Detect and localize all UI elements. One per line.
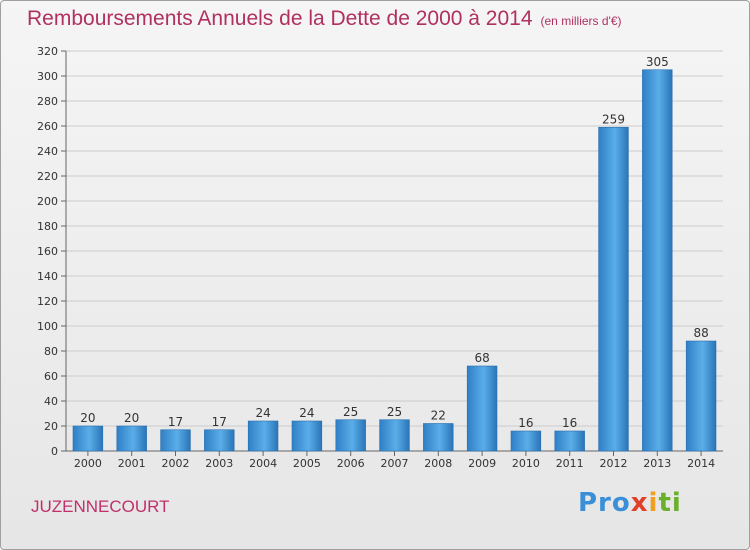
- y-tick-label: 120: [37, 295, 58, 308]
- y-tick-label: 220: [37, 170, 58, 183]
- x-tick-label: 2007: [381, 457, 409, 470]
- bar-2010: [510, 430, 542, 452]
- axes: 0204060801001201401601802002202402602803…: [37, 45, 723, 470]
- y-tick-label: 40: [44, 395, 58, 408]
- y-tick-label: 200: [37, 195, 58, 208]
- x-tick-label: 2012: [600, 457, 628, 470]
- data-label-2001: 20: [124, 411, 139, 425]
- chart-subtitle: (en milliers d'€): [540, 14, 622, 28]
- logo-part-2: x: [630, 488, 649, 518]
- bars: [72, 69, 717, 452]
- x-tick-label: 2005: [293, 457, 321, 470]
- x-tick-label: 2002: [162, 457, 190, 470]
- proxiti-logo[interactable]: Proxiti: [578, 488, 682, 518]
- bar-2007: [379, 419, 410, 452]
- x-tick-label: 2010: [512, 457, 540, 470]
- logo-part-4: ti: [658, 488, 682, 518]
- x-tick-label: 2006: [337, 457, 365, 470]
- y-tick-label: 60: [44, 370, 58, 383]
- data-label-2002: 17: [168, 415, 183, 429]
- y-tick-label: 240: [37, 145, 58, 158]
- bar-2005: [291, 420, 323, 452]
- chart-title-text: Remboursements Annuels de la Dette de 20…: [27, 7, 533, 30]
- y-tick-label: 0: [51, 445, 58, 458]
- data-label-2013: 305: [646, 55, 669, 69]
- town-name: JUZENNECOURT: [31, 497, 170, 516]
- bar-2001: [116, 425, 147, 452]
- y-tick-label: 140: [37, 270, 58, 283]
- x-tick-label: 2003: [205, 457, 233, 470]
- data-label-2004: 24: [255, 406, 270, 420]
- y-tick-label: 180: [37, 220, 58, 233]
- y-tick-label: 100: [37, 320, 58, 333]
- bar-2011: [554, 430, 585, 452]
- x-tick-label: 2014: [687, 457, 715, 470]
- logo-part-3: i: [648, 488, 659, 518]
- bar-2012: [598, 126, 629, 452]
- bar-2003: [204, 429, 235, 452]
- bar-2009: [466, 365, 498, 452]
- logo-part-1: Pro: [578, 488, 631, 518]
- x-tick-label: 2011: [556, 457, 584, 470]
- data-label-2000: 20: [80, 411, 95, 425]
- data-label-2007: 25: [387, 405, 402, 419]
- bar-2006: [335, 419, 366, 452]
- y-tick-label: 20: [44, 420, 58, 433]
- data-label-2010: 16: [518, 416, 533, 430]
- bar-2002: [160, 429, 191, 452]
- y-tick-label: 280: [37, 95, 58, 108]
- bar-2000: [72, 425, 104, 452]
- y-tick-label: 300: [37, 70, 58, 83]
- data-label-2006: 25: [343, 405, 358, 419]
- data-label-2014: 88: [693, 326, 708, 340]
- x-tick-label: 2013: [643, 457, 671, 470]
- y-tick-label: 80: [44, 345, 58, 358]
- x-tick-label: 2009: [468, 457, 496, 470]
- y-tick-label: 320: [37, 45, 58, 58]
- x-tick-label: 2004: [249, 457, 277, 470]
- data-label-2009: 68: [474, 351, 489, 365]
- data-label-2012: 259: [602, 112, 625, 126]
- bar-2014: [685, 340, 717, 452]
- data-labels: 20 20 17 17 24 24 25 25 22 68 16 16 259 305 88: [80, 55, 708, 430]
- data-label-2005: 24: [299, 406, 314, 420]
- data-label-2003: 17: [212, 415, 227, 429]
- data-label-2011: 16: [562, 416, 577, 430]
- bar-2008: [423, 423, 454, 452]
- x-tick-label: 2001: [118, 457, 146, 470]
- chart-title: Remboursements Annuels de la Dette de 20…: [27, 7, 622, 31]
- x-tick-label: 2000: [74, 457, 102, 470]
- y-tick-label: 260: [37, 120, 58, 133]
- bar-2004: [247, 420, 279, 452]
- y-tick-label: 160: [37, 245, 58, 258]
- data-label-2008: 22: [431, 409, 446, 423]
- x-tick-label: 2008: [424, 457, 452, 470]
- bar-2013: [642, 69, 673, 452]
